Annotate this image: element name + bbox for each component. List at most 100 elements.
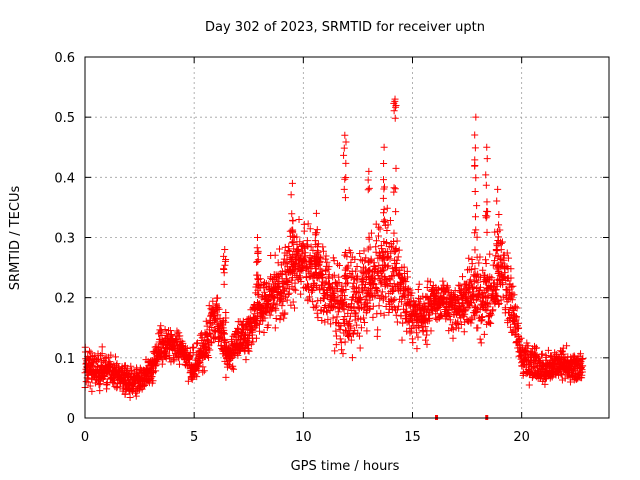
data-point bbox=[381, 221, 389, 229]
data-point bbox=[196, 359, 204, 367]
data-point bbox=[391, 185, 399, 193]
data-point bbox=[354, 329, 362, 337]
data-point bbox=[380, 176, 388, 184]
data-point bbox=[571, 353, 579, 361]
data-point bbox=[214, 294, 222, 302]
data-point bbox=[253, 244, 261, 252]
data-point bbox=[480, 330, 488, 338]
data-point bbox=[473, 233, 481, 241]
data-point bbox=[449, 334, 457, 342]
data-point bbox=[289, 232, 297, 240]
data-point bbox=[465, 254, 473, 262]
data-point bbox=[373, 287, 381, 295]
data-point bbox=[422, 316, 430, 324]
data-point bbox=[313, 309, 321, 317]
data-point bbox=[234, 351, 242, 359]
data-point bbox=[128, 367, 136, 375]
data-point bbox=[299, 240, 307, 248]
data-point bbox=[344, 279, 352, 287]
data-point bbox=[372, 237, 380, 245]
data-point bbox=[361, 296, 369, 304]
data-point bbox=[483, 155, 491, 163]
data-point bbox=[205, 302, 213, 310]
data-point bbox=[467, 266, 475, 274]
data-point bbox=[384, 262, 392, 270]
data-point bbox=[338, 346, 346, 354]
data-point bbox=[487, 311, 495, 319]
data-point bbox=[471, 131, 479, 139]
data-point bbox=[161, 325, 169, 333]
data-point bbox=[497, 239, 505, 247]
data-point bbox=[395, 246, 403, 254]
data-point bbox=[390, 107, 398, 115]
data-point bbox=[392, 164, 400, 172]
data-point bbox=[353, 262, 361, 270]
data-point bbox=[375, 262, 383, 270]
data-point bbox=[221, 261, 229, 269]
data-point bbox=[292, 286, 300, 294]
data-point bbox=[365, 233, 373, 241]
data-point bbox=[544, 346, 552, 354]
data-point bbox=[87, 349, 95, 357]
x-tick-label: 10 bbox=[295, 430, 312, 445]
data-point bbox=[371, 292, 379, 300]
data-point bbox=[505, 254, 513, 262]
data-point bbox=[359, 288, 367, 296]
data-point bbox=[341, 175, 349, 183]
data-point bbox=[333, 313, 341, 321]
data-point bbox=[566, 378, 574, 386]
data-point bbox=[472, 295, 480, 303]
data-point bbox=[242, 330, 250, 338]
data-point bbox=[559, 350, 567, 358]
data-point bbox=[361, 257, 369, 265]
data-point bbox=[375, 302, 383, 310]
data-point bbox=[381, 261, 389, 269]
data-point bbox=[392, 265, 400, 273]
data-point bbox=[579, 354, 587, 362]
data-point bbox=[339, 315, 347, 323]
data-point bbox=[311, 229, 319, 237]
data-point bbox=[423, 284, 431, 292]
data-point bbox=[475, 292, 483, 300]
data-point bbox=[283, 275, 291, 283]
data-point bbox=[390, 280, 398, 288]
data-point bbox=[380, 253, 388, 261]
data-point bbox=[341, 194, 349, 202]
data-point bbox=[271, 251, 279, 259]
data-point bbox=[389, 297, 397, 305]
data-point bbox=[86, 382, 94, 390]
data-point bbox=[527, 348, 535, 356]
data-point bbox=[482, 171, 490, 179]
data-point bbox=[456, 282, 464, 290]
x-axis-label: GPS time / hours bbox=[291, 459, 400, 474]
data-point bbox=[291, 304, 299, 312]
data-point bbox=[314, 248, 322, 256]
data-point bbox=[357, 324, 365, 332]
data-point bbox=[312, 260, 320, 268]
data-point bbox=[454, 296, 462, 304]
data-point bbox=[254, 275, 262, 283]
data-point bbox=[367, 229, 375, 237]
data-point bbox=[361, 283, 369, 291]
data-point bbox=[414, 286, 422, 294]
data-point bbox=[471, 156, 479, 164]
data-point bbox=[282, 284, 290, 292]
data-point bbox=[297, 278, 305, 286]
data-point bbox=[402, 278, 410, 286]
data-point bbox=[373, 332, 381, 340]
data-point bbox=[260, 328, 268, 336]
data-point bbox=[509, 282, 517, 290]
data-point bbox=[378, 245, 386, 253]
data-point bbox=[242, 356, 250, 364]
data-point bbox=[398, 336, 406, 344]
data-point bbox=[254, 286, 262, 294]
data-point bbox=[377, 280, 385, 288]
data-point bbox=[483, 207, 491, 215]
data-point bbox=[356, 344, 364, 352]
data-point bbox=[493, 197, 501, 205]
data-point bbox=[280, 314, 288, 322]
data-point bbox=[397, 312, 405, 320]
data-point bbox=[91, 379, 99, 387]
data-point bbox=[495, 300, 503, 308]
data-point bbox=[383, 227, 391, 235]
